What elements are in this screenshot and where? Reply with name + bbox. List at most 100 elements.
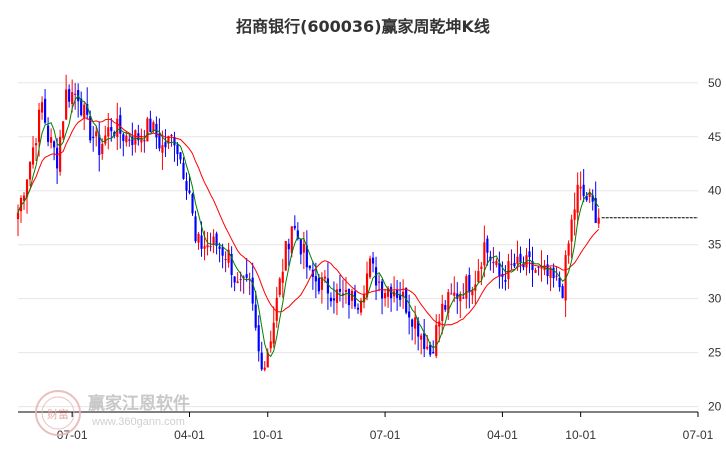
candle-body — [92, 136, 95, 139]
candle — [468, 267, 471, 309]
candle — [432, 340, 435, 354]
candle — [495, 258, 498, 268]
candle — [582, 168, 585, 203]
candle-body — [62, 121, 65, 138]
candle-body — [164, 142, 167, 148]
candle-body — [383, 293, 387, 299]
candle — [194, 210, 197, 244]
candle — [420, 333, 423, 355]
candle-body — [125, 135, 128, 143]
candle-body — [441, 303, 444, 321]
candle — [278, 277, 281, 298]
candle — [257, 315, 260, 362]
candle — [146, 116, 149, 142]
candle-body — [257, 325, 260, 352]
candle-body — [510, 263, 513, 265]
candle-body — [56, 147, 59, 169]
candle — [320, 272, 323, 304]
candle — [402, 279, 405, 309]
candle — [561, 283, 564, 299]
candle-body — [305, 245, 308, 268]
candle-body — [251, 277, 254, 304]
x-tick-label: 07-01 — [370, 428, 401, 442]
candle-body — [450, 293, 453, 295]
candle — [281, 258, 284, 298]
candle-body — [248, 279, 251, 281]
candle — [335, 283, 339, 316]
candle — [16, 204, 20, 237]
candle-body — [555, 275, 558, 277]
candle-body — [341, 293, 345, 295]
candle-body — [411, 319, 414, 327]
candle — [332, 281, 336, 314]
candle — [486, 235, 489, 266]
candle-body — [272, 322, 275, 344]
candle-body — [176, 144, 179, 155]
candle-body — [350, 290, 354, 301]
candle — [564, 250, 567, 318]
candle — [350, 288, 354, 309]
candle — [236, 272, 239, 284]
candle — [453, 276, 456, 303]
candle-body — [128, 139, 131, 141]
y-tick-label: 45 — [708, 130, 722, 144]
watermark-url: www.360gann.com — [91, 416, 185, 428]
candle-body — [260, 352, 263, 370]
candle-body — [194, 216, 197, 242]
candle-body — [50, 137, 53, 143]
watermark-brand: 赢家江恩软件 — [88, 393, 190, 414]
candle-body — [116, 118, 119, 137]
candle-body — [83, 104, 86, 118]
candle-body — [149, 118, 152, 133]
candle-body — [308, 265, 311, 269]
candle-body — [242, 276, 245, 278]
candle — [34, 137, 38, 161]
candle — [588, 188, 591, 203]
candle — [239, 271, 242, 292]
candle — [98, 122, 101, 172]
candle — [383, 288, 387, 307]
candle-body — [432, 351, 435, 354]
candle — [80, 91, 83, 117]
candle — [435, 314, 438, 359]
candle-body — [182, 162, 185, 179]
candle-body — [465, 276, 468, 299]
candle — [128, 133, 131, 147]
candle-body — [365, 273, 369, 298]
candle-body — [537, 266, 540, 268]
candle — [164, 129, 167, 158]
candle — [173, 131, 176, 162]
x-tick-label: 07-01 — [683, 428, 714, 442]
candle — [140, 128, 143, 153]
candle-body — [263, 367, 266, 370]
candle-body — [269, 341, 272, 349]
candle-body — [53, 141, 56, 148]
y-tick-label: 40 — [708, 184, 722, 198]
candle — [62, 120, 65, 140]
y-tick-label: 35 — [708, 238, 722, 252]
candle — [423, 318, 426, 358]
candle-body — [423, 332, 426, 349]
candle-body — [447, 292, 450, 314]
candle — [498, 251, 501, 289]
candle-body — [323, 276, 326, 279]
candle — [179, 152, 182, 164]
candle-body — [25, 179, 29, 198]
candle-body — [498, 262, 501, 277]
candle-body — [399, 294, 402, 300]
candle-body — [107, 127, 110, 137]
candle — [510, 249, 513, 270]
candle-body — [104, 135, 107, 144]
candle-body — [89, 116, 92, 141]
candle-body — [80, 98, 83, 116]
candle — [170, 133, 173, 147]
candle-body — [591, 195, 594, 202]
candle-body — [405, 287, 408, 313]
candle-body — [453, 292, 456, 296]
candle — [456, 282, 459, 314]
candle-body — [567, 243, 570, 256]
candle-body — [122, 134, 125, 141]
ma-slow-line — [17, 117, 600, 326]
x-tick-label: 04-01 — [487, 428, 518, 442]
